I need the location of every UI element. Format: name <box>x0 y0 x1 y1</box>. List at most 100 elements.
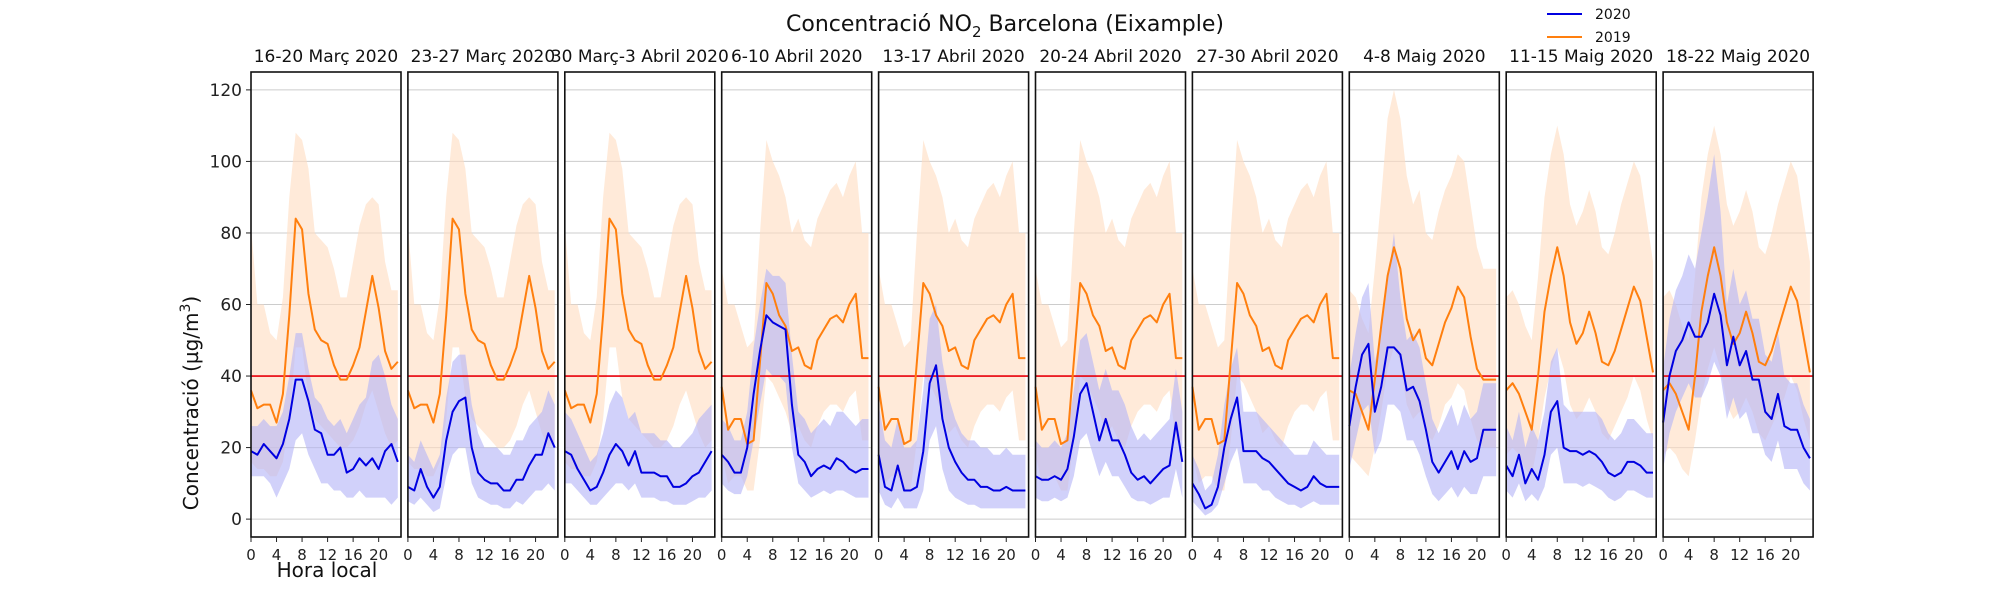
x-tick-label: 0 <box>560 546 570 564</box>
series-2020-line <box>564 443 713 492</box>
series-2020-line <box>250 378 399 474</box>
x-tick-label: 8 <box>297 546 307 564</box>
panel-frame <box>1662 71 1814 538</box>
panel-frame <box>563 71 716 538</box>
series-2019-line <box>1348 246 1497 431</box>
x-tick-label: 12 <box>1730 546 1749 564</box>
x-tick-label: 16 <box>814 546 833 564</box>
series-2020-line <box>720 314 869 478</box>
panel-8: 0 4 8 12 16 20 11-15 Maig 2020 <box>1501 47 1657 564</box>
band-2020 <box>1349 232 1497 502</box>
legend: 2020 2019 <box>1547 7 1631 46</box>
panel-frame <box>877 71 1030 538</box>
x-tick-label: 20 <box>1781 546 1800 564</box>
series-2019-line <box>720 282 869 445</box>
panel-7: 0 4 8 12 16 20 4-8 Maig 2020 <box>1345 47 1501 564</box>
x-tick-label: 8 <box>1396 546 1406 564</box>
y-tick-label: 120 <box>210 81 242 101</box>
panel-title: 13-17 Abril 2020 <box>882 47 1024 67</box>
x-tick-label: 0 <box>246 546 256 564</box>
panel-frame <box>1191 71 1344 538</box>
x-tick-label: 12 <box>318 546 337 564</box>
x-tick-label: 4 <box>586 546 596 564</box>
x-tick-label: 4 <box>272 546 282 564</box>
x-tick-label: 20 <box>526 546 545 564</box>
series-2019-line <box>250 217 399 424</box>
panel-title: 23-27 Març 2020 <box>411 47 556 67</box>
band-2020 <box>251 333 398 505</box>
x-tick-label: 4 <box>899 546 909 564</box>
band-2020 <box>721 268 869 498</box>
series-2020-line <box>1348 342 1497 474</box>
x-tick-label: 12 <box>475 546 494 564</box>
series-2020-line <box>1662 292 1811 459</box>
x-tick-label: 0 <box>1658 546 1668 564</box>
y-tick-label: 100 <box>210 152 242 172</box>
x-tick-label: 16 <box>500 546 519 564</box>
x-tick-label: 8 <box>454 546 464 564</box>
x-tick-label: 0 <box>1345 546 1355 564</box>
x-tick-label: 20 <box>840 546 859 564</box>
panel-title: 4-8 Maig 2020 <box>1363 47 1485 67</box>
x-tick-label: 12 <box>1573 546 1592 564</box>
x-tick-label: 16 <box>1128 546 1147 564</box>
panel-title: 18-22 Maig 2020 <box>1666 47 1810 67</box>
x-tick-label: 16 <box>1756 546 1775 564</box>
x-tick-label: 0 <box>403 546 413 564</box>
y-axis-label: Concentració (µg/m3) <box>178 296 203 511</box>
panel-0: 0 4 8 12 16 20 16-20 Març 2020 <box>246 47 402 564</box>
x-tick-label: 0 <box>1031 546 1041 564</box>
panel-9: 0 4 8 12 16 20 18-22 Maig 2020 <box>1658 47 1814 564</box>
y-tick-label: 80 <box>220 224 242 244</box>
panel-frame <box>407 71 559 538</box>
series-2019-line <box>1505 246 1654 431</box>
panel-title: 6-10 Abril 2020 <box>731 47 863 67</box>
y-tick-label: 40 <box>220 367 242 387</box>
series-2019-line <box>1662 246 1811 431</box>
panel-5: 0 4 8 12 16 20 20-24 Abril 2020 <box>1031 47 1187 564</box>
series-2019-line <box>877 282 1026 445</box>
x-tick-label: 4 <box>1370 546 1380 564</box>
band-2020 <box>1663 154 1810 491</box>
x-tick-label: 16 <box>1599 546 1618 564</box>
band-2019 <box>878 139 1026 491</box>
panel-title: 27-30 Abril 2020 <box>1196 47 1338 67</box>
x-tick-label: 12 <box>1259 546 1278 564</box>
x-tick-label: 20 <box>1154 546 1173 564</box>
x-tick-label: 8 <box>1239 546 1249 564</box>
x-tick-label: 20 <box>1311 546 1330 564</box>
series-2020-line <box>1035 382 1184 485</box>
x-tick-label: 20 <box>369 546 388 564</box>
x-tick-label: 0 <box>1188 546 1198 564</box>
series-2019-line <box>1034 282 1183 445</box>
x-tick-label: 12 <box>946 546 965 564</box>
x-tick-label: 0 <box>717 546 727 564</box>
x-tick-label: 20 <box>1624 546 1643 564</box>
series-2020-line <box>877 364 1026 492</box>
x-tick-label: 16 <box>971 546 990 564</box>
y-tick-label: 0 <box>231 510 242 530</box>
series-2019-line <box>563 217 713 424</box>
legend-label-2020: 2020 <box>1595 7 1631 23</box>
x-tick-label: 16 <box>344 546 363 564</box>
x-tick-label: 8 <box>1552 546 1562 564</box>
x-tick-label: 0 <box>874 546 884 564</box>
x-tick-label: 4 <box>1527 546 1537 564</box>
x-axis-label: Hora local <box>277 558 378 582</box>
panel-title: 20-24 Abril 2020 <box>1039 47 1181 67</box>
x-tick-label: 16 <box>1442 546 1461 564</box>
panel-title: 30 Març-3 Abril 2020 <box>551 47 729 67</box>
band-2020 <box>878 304 1026 509</box>
x-tick-label: 16 <box>657 546 676 564</box>
panel-title: 11-15 Maig 2020 <box>1509 47 1653 67</box>
x-tick-label: 16 <box>1285 546 1304 564</box>
panel-frame <box>1034 71 1187 538</box>
series-2020-line <box>1505 400 1654 485</box>
band-2019 <box>1349 89 1497 477</box>
series-2020-line <box>407 396 556 499</box>
series-2020-line <box>1191 396 1340 510</box>
x-tick-label: 8 <box>611 546 621 564</box>
legend-label-2019: 2019 <box>1595 30 1631 46</box>
x-tick-label: 4 <box>1684 546 1694 564</box>
